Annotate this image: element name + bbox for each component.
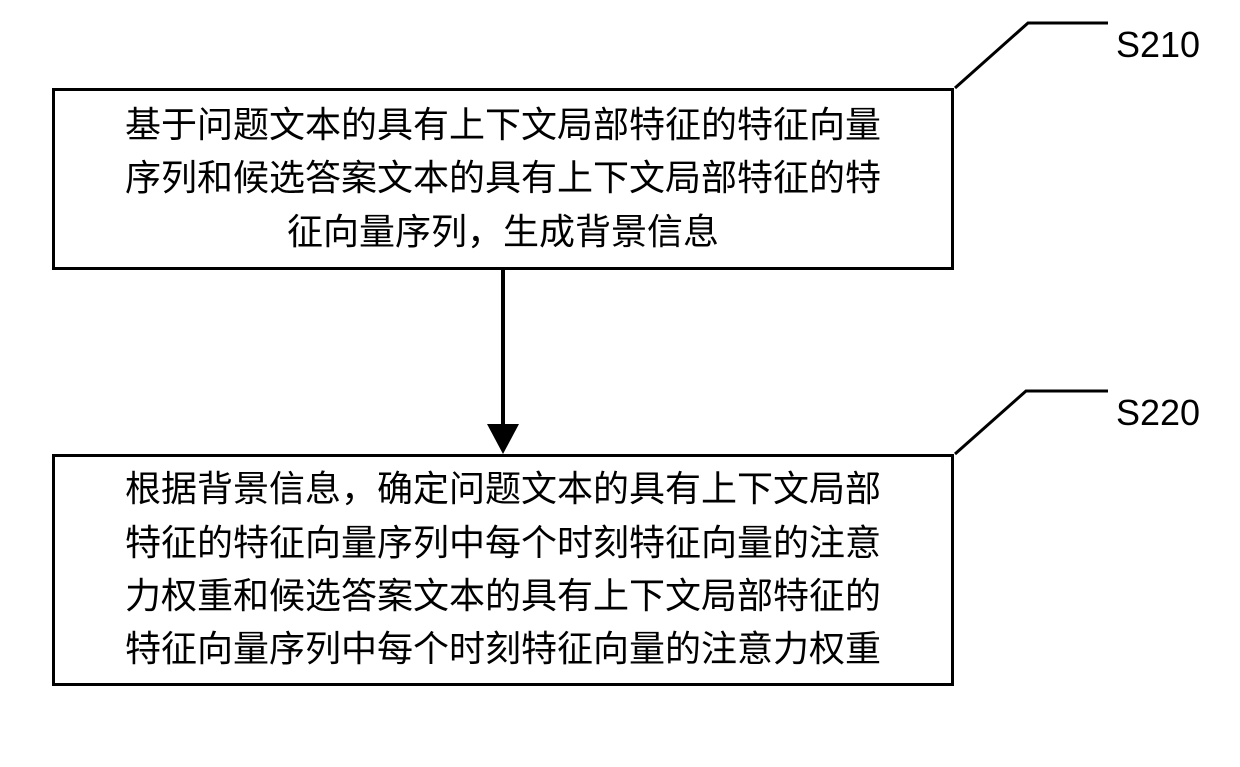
step-s220-line-1: 根据背景信息，确定问题文本的具有上下文局部	[69, 463, 937, 516]
step-s210-line-3: 征向量序列，生成背景信息	[69, 206, 937, 259]
flow-arrow-head	[487, 424, 519, 454]
step-box-s210: 基于问题文本的具有上下文局部特征的特征向量 序列和候选答案文本的具有上下文局部特…	[52, 88, 954, 270]
step-s220-line-4: 特征向量序列中每个时刻特征向量的注意力权重	[69, 623, 937, 676]
step-s220-line-2: 特征的特征向量序列中每个时刻特征向量的注意	[69, 517, 937, 570]
leader-polyline-s210	[955, 23, 1108, 88]
step-s210-line-2: 序列和候选答案文本的具有上下文局部特征的特	[69, 152, 937, 205]
step-box-s220: 根据背景信息，确定问题文本的具有上下文局部 特征的特征向量序列中每个时刻特征向量…	[52, 454, 954, 686]
flowchart-canvas: 基于问题文本的具有上下文局部特征的特征向量 序列和候选答案文本的具有上下文局部特…	[0, 0, 1240, 767]
step-s220-line-3: 力权重和候选答案文本的具有上下文局部特征的	[69, 570, 937, 623]
step-label-s210: S210	[1116, 24, 1200, 66]
step-label-s220: S220	[1116, 392, 1200, 434]
leader-polyline-s220	[955, 391, 1108, 454]
step-s210-line-1: 基于问题文本的具有上下文局部特征的特征向量	[69, 99, 937, 152]
